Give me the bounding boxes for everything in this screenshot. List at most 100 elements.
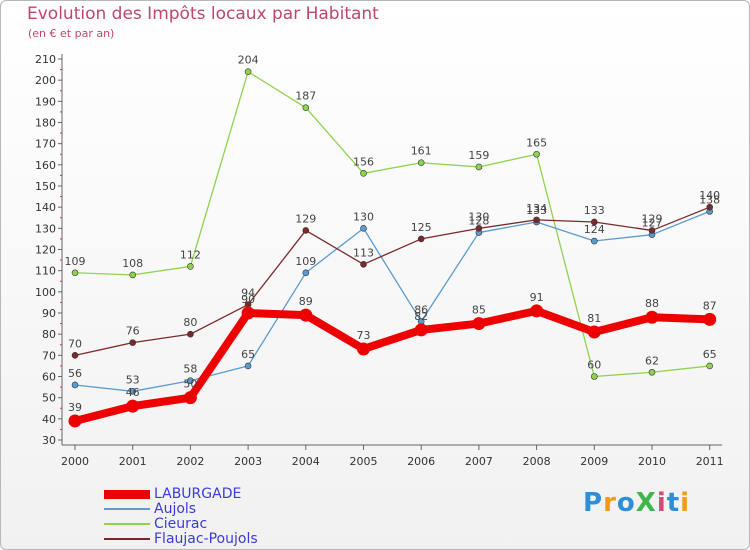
data-label-flaujac-poujols: 134 bbox=[526, 202, 547, 215]
point-laburgade bbox=[299, 308, 313, 322]
data-label-cieurac: 112 bbox=[180, 248, 201, 261]
data-label-aujols: 128 bbox=[468, 215, 489, 228]
point-aujols bbox=[302, 269, 310, 277]
data-label-cieurac: 204 bbox=[238, 54, 259, 67]
data-label-flaujac-poujols: 70 bbox=[68, 337, 82, 350]
y-tick-label: 30 bbox=[42, 434, 56, 447]
point-aujols bbox=[590, 237, 598, 245]
data-label-flaujac-poujols: 133 bbox=[584, 204, 605, 217]
point-cieurac bbox=[475, 163, 483, 171]
legend-swatch-flaujac-poujols bbox=[104, 538, 150, 540]
point-laburgade bbox=[241, 306, 255, 320]
data-label-flaujac-poujols: 94 bbox=[241, 287, 255, 300]
data-label-laburgade: 87 bbox=[703, 299, 717, 312]
logo-letter: o bbox=[616, 488, 636, 518]
y-tick-label: 100 bbox=[35, 286, 56, 299]
y-tick-label: 90 bbox=[42, 307, 56, 320]
point-flaujac-poujols bbox=[533, 216, 540, 224]
data-label-flaujac-poujols: 140 bbox=[699, 189, 720, 202]
data-label-laburgade: 81 bbox=[587, 312, 601, 325]
x-tick-label: 2010 bbox=[638, 455, 666, 468]
point-laburgade bbox=[414, 323, 428, 337]
point-aujols bbox=[244, 362, 252, 370]
x-tick-label: 2003 bbox=[234, 455, 262, 468]
point-cieurac bbox=[533, 150, 540, 158]
data-label-cieurac: 156 bbox=[353, 155, 374, 168]
data-labels: 109 108 112 204 187 156 161 159 165 60 62 65 56 53 58 6… bbox=[65, 54, 721, 414]
point-laburgade bbox=[587, 325, 601, 339]
series-line-aujols bbox=[74, 210, 711, 392]
proxiti-logo: ProXiti bbox=[583, 488, 690, 518]
x-tick-label: 2011 bbox=[696, 455, 724, 468]
data-label-laburgade: 85 bbox=[472, 304, 486, 317]
y-tick-label: 180 bbox=[35, 117, 56, 130]
data-label-cieurac: 161 bbox=[411, 145, 432, 158]
y-tick-label: 210 bbox=[35, 53, 56, 66]
data-label-aujols: 130 bbox=[353, 210, 374, 223]
data-label-flaujac-poujols: 129 bbox=[295, 212, 316, 225]
data-label-laburgade: 50 bbox=[183, 378, 197, 391]
data-label-cieurac: 165 bbox=[526, 136, 547, 149]
point-cieurac bbox=[244, 68, 252, 75]
point-flaujac-poujols bbox=[187, 330, 194, 338]
x-tick-label: 2007 bbox=[465, 455, 493, 468]
data-label-laburgade: 88 bbox=[645, 297, 659, 310]
point-cieurac bbox=[302, 104, 310, 111]
point-flaujac-poujols bbox=[302, 227, 310, 234]
logo-letter: X bbox=[635, 488, 657, 518]
legend-label-cieurac: Cieurac bbox=[154, 516, 208, 532]
y-tick-label: 140 bbox=[35, 201, 56, 214]
legend-swatch-aujols bbox=[104, 508, 150, 510]
point-aujols bbox=[129, 388, 136, 395]
y-tick-label: 40 bbox=[42, 413, 56, 426]
x-tick-label: 2004 bbox=[292, 455, 320, 468]
data-label-laburgade: 89 bbox=[299, 295, 313, 308]
data-label-flaujac-poujols: 76 bbox=[126, 325, 140, 338]
data-label-aujols: 138 bbox=[699, 193, 720, 206]
point-cieurac bbox=[417, 159, 425, 167]
x-tick-label: 2008 bbox=[523, 455, 551, 468]
series-layer bbox=[68, 68, 717, 428]
point-flaujac-poujols bbox=[706, 203, 714, 211]
x-tick-label: 2001 bbox=[119, 455, 147, 468]
data-label-aujols: 56 bbox=[68, 367, 82, 380]
data-label-laburgade: 90 bbox=[241, 293, 255, 306]
x-tick-label: 2000 bbox=[61, 455, 89, 468]
y-tick-label: 70 bbox=[42, 349, 56, 362]
logo-letter: t bbox=[666, 488, 681, 518]
data-label-aujols: 86 bbox=[414, 303, 428, 316]
logo-letter: i bbox=[656, 488, 667, 518]
series-line-laburgade bbox=[71, 306, 714, 425]
logo-letter: i bbox=[680, 488, 691, 518]
point-laburgade bbox=[68, 414, 82, 428]
legend-label-laburgade: LABURGADE bbox=[154, 486, 242, 502]
y-tick-label: 60 bbox=[42, 371, 56, 384]
y-tick-label: 80 bbox=[42, 328, 56, 341]
point-laburgade bbox=[703, 312, 717, 326]
point-aujols bbox=[71, 381, 79, 389]
data-label-cieurac: 187 bbox=[295, 90, 316, 103]
y-tick-label: 150 bbox=[35, 180, 56, 193]
data-label-aujols: 53 bbox=[126, 373, 140, 386]
y-tick-label: 130 bbox=[35, 222, 56, 235]
x-tick-label: 2006 bbox=[407, 455, 435, 468]
point-cieurac bbox=[360, 170, 367, 177]
point-laburgade bbox=[357, 342, 370, 356]
data-label-aujols: 109 bbox=[295, 255, 316, 268]
point-aujols bbox=[187, 377, 194, 385]
y-tick-label: 120 bbox=[35, 244, 56, 257]
y-tick-label: 170 bbox=[35, 138, 56, 151]
logo-letter: r bbox=[603, 488, 617, 518]
logo-letter: P bbox=[583, 488, 604, 518]
data-label-cieurac: 65 bbox=[703, 348, 717, 361]
legend-swatch-cieurac bbox=[104, 523, 150, 525]
chart-subtitle: (en € et par an) bbox=[28, 27, 115, 40]
data-label-cieurac: 60 bbox=[587, 359, 601, 372]
data-label-cieurac: 159 bbox=[468, 149, 489, 162]
data-label-aujols: 58 bbox=[183, 363, 197, 376]
data-label-flaujac-poujols: 129 bbox=[642, 212, 663, 225]
y-tick-label: 50 bbox=[42, 392, 56, 405]
data-label-aujols: 124 bbox=[584, 223, 605, 236]
point-cieurac bbox=[187, 263, 194, 270]
